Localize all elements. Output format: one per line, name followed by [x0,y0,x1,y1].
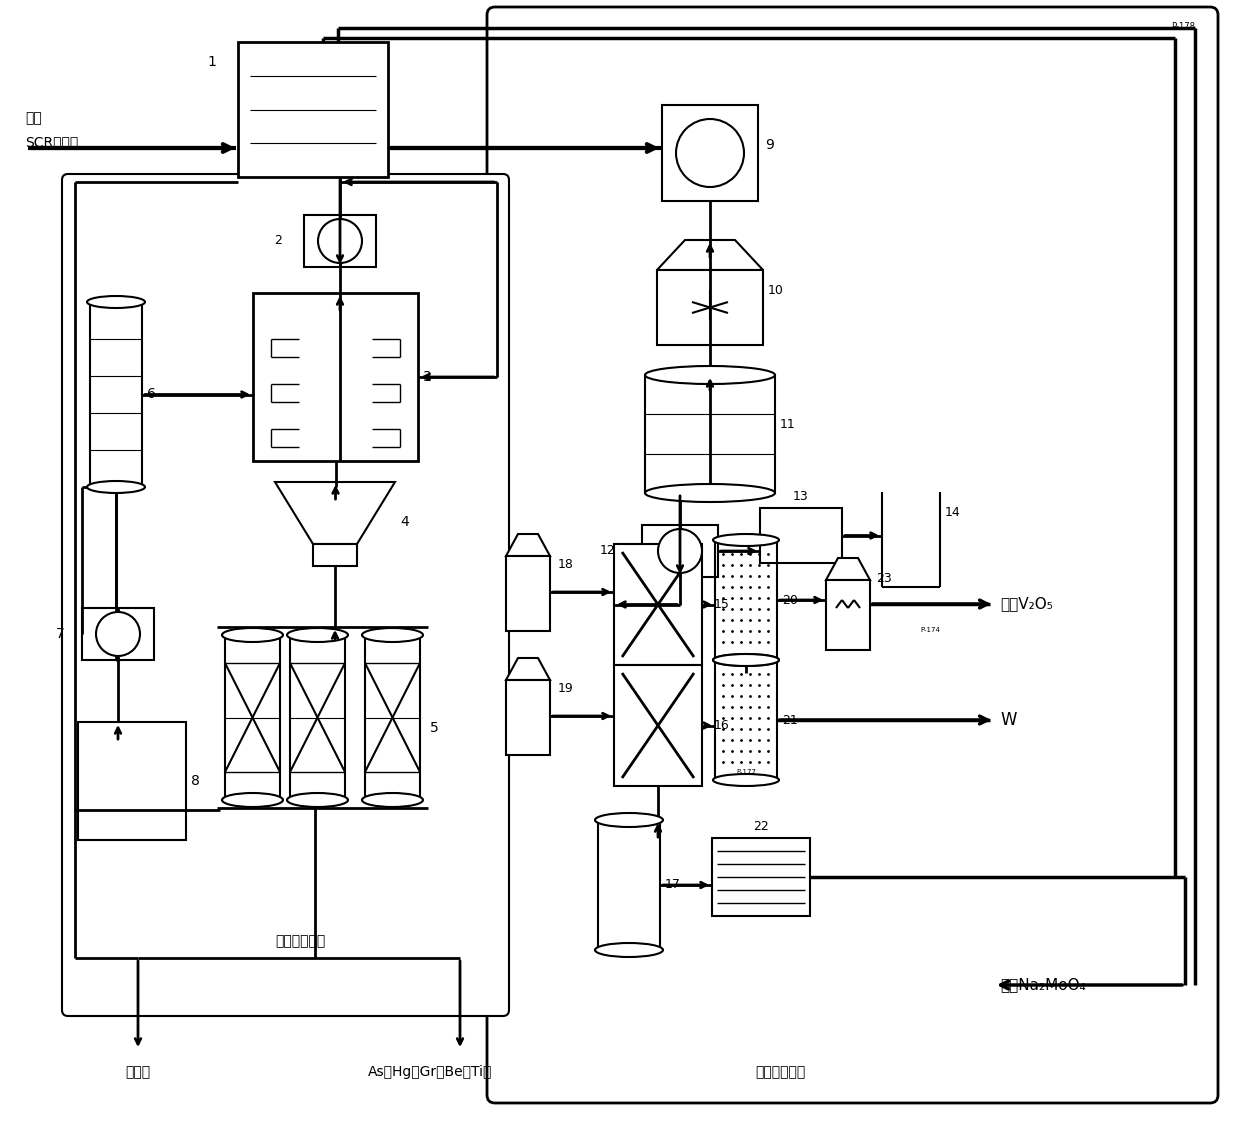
Text: 7: 7 [56,627,64,641]
Text: 9: 9 [765,138,774,152]
Polygon shape [506,658,551,680]
FancyBboxPatch shape [487,7,1218,1104]
Bar [712,838,810,915]
Ellipse shape [222,793,283,807]
Bar [506,556,551,631]
Text: W: W [999,712,1017,729]
Text: 1: 1 [207,56,216,69]
Bar [662,105,758,201]
Text: 23: 23 [875,571,892,585]
Ellipse shape [87,296,145,308]
Text: 12: 12 [600,545,616,557]
Text: P-174: P-174 [920,627,940,633]
Text: 20: 20 [782,594,797,606]
Ellipse shape [645,484,775,502]
Text: As、Hg、Gr、Be、Ti等: As、Hg、Gr、Be、Ti等 [368,1065,492,1079]
Ellipse shape [595,943,663,957]
Bar [506,680,551,755]
Polygon shape [826,557,870,580]
Text: 19: 19 [558,682,574,695]
Text: 13: 13 [794,489,808,503]
Bar [657,270,763,346]
Text: 高纯Na₂MoO₄: 高纯Na₂MoO₄ [999,978,1086,993]
Text: 3: 3 [423,370,432,384]
Text: 15: 15 [714,598,730,611]
Circle shape [676,119,744,187]
Circle shape [658,529,702,573]
Circle shape [95,612,140,656]
Text: 6: 6 [148,387,156,401]
Ellipse shape [362,793,423,807]
Polygon shape [657,240,763,270]
Text: 废水处理系统: 废水处理系统 [275,934,325,948]
Text: 4: 4 [401,516,409,529]
Ellipse shape [286,628,348,642]
Bar [82,608,154,661]
Bar [238,42,388,177]
Bar [826,580,870,650]
Text: 11: 11 [780,418,796,432]
Ellipse shape [87,482,145,493]
Bar [253,293,418,461]
Bar [312,544,357,566]
Text: 5: 5 [430,721,439,734]
Ellipse shape [713,774,779,786]
Text: 17: 17 [665,878,681,892]
Ellipse shape [713,654,779,666]
Circle shape [317,219,362,263]
Ellipse shape [713,534,779,546]
Text: 8: 8 [191,774,200,787]
Text: SCR催化剂: SCR催化剂 [25,135,78,150]
Text: P-177: P-177 [737,769,756,775]
Text: 10: 10 [768,283,784,297]
Ellipse shape [645,366,775,384]
Text: 14: 14 [945,505,961,519]
FancyBboxPatch shape [62,174,508,1016]
Bar [614,665,702,786]
Bar [614,544,702,665]
Ellipse shape [595,813,663,827]
Text: 21: 21 [782,714,797,726]
Ellipse shape [286,793,348,807]
Text: 高纯V₂O₅: 高纯V₂O₅ [999,596,1053,612]
Polygon shape [275,482,396,544]
Bar [304,215,376,267]
Bar [645,375,775,493]
Text: 16: 16 [714,719,730,732]
Bar [78,722,186,840]
Text: 18: 18 [558,557,574,571]
Text: 废固处理系统: 废固处理系统 [755,1065,805,1079]
Text: 免烧砖: 免烧砖 [125,1065,150,1079]
Polygon shape [506,534,551,556]
Bar [760,508,842,563]
Ellipse shape [222,628,283,642]
Bar [642,525,718,577]
Ellipse shape [713,654,779,666]
Ellipse shape [362,628,423,642]
Text: 22: 22 [753,819,769,833]
Text: P-178: P-178 [1171,22,1195,31]
Text: 2: 2 [274,235,281,247]
Text: 废弃: 废弃 [25,111,42,125]
